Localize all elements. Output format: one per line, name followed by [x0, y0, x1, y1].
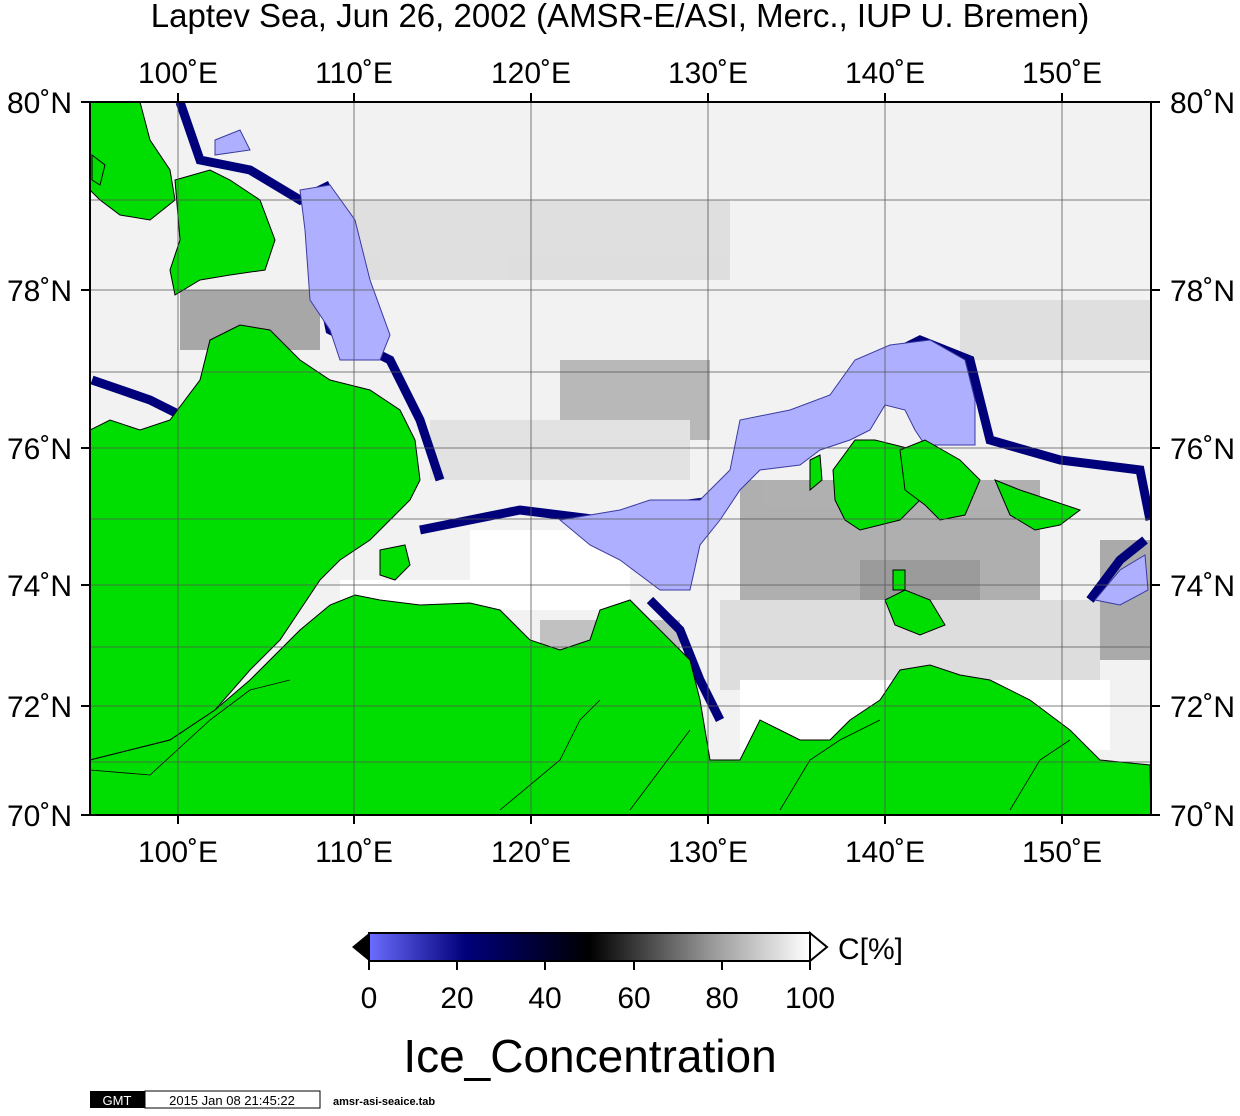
land — [90, 102, 1151, 815]
lat-label: 72˚N — [1170, 691, 1235, 724]
land-borders — [90, 679, 1071, 811]
map-area — [90, 102, 1151, 815]
lon-label: 110˚E — [315, 836, 393, 869]
lon-label: 150˚E — [1022, 57, 1102, 90]
lat-label: 76˚N — [7, 433, 72, 466]
lat-label: 76˚N — [1170, 433, 1235, 466]
lon-label: 120˚E — [491, 57, 571, 90]
colorbar-tick-label: 60 — [617, 982, 650, 1015]
lat-label: 72˚N — [7, 691, 72, 724]
lon-label: 140˚E — [845, 836, 925, 869]
lon-label: 130˚E — [668, 57, 748, 90]
lon-label: 150˚E — [1022, 836, 1102, 869]
lon-label: 130˚E — [668, 836, 748, 869]
lon-label: 100˚E — [138, 836, 218, 869]
lat-label: 80˚N — [7, 87, 72, 120]
map-frame — [89, 101, 1152, 816]
lon-labels-top: 100˚E 110˚E 120˚E 130˚E 140˚E 150˚E — [138, 57, 1102, 90]
colorbar-tick-label: 40 — [528, 982, 561, 1015]
colorbar-tick-label: 100 — [785, 982, 835, 1015]
lat-labels-left: 80˚N 78˚N 76˚N 74˚N 72˚N 70˚N — [7, 87, 72, 833]
source-filename: amsr-asi-seaice.tab — [333, 1096, 435, 1108]
timestamp-box — [144, 1090, 321, 1109]
lon-label: 140˚E — [845, 57, 925, 90]
timestamp: 2015 Jan 08 21:45:22 — [169, 1093, 295, 1108]
lat-label: 80˚N — [1170, 87, 1235, 120]
lat-labels-right: 80˚N 78˚N 76˚N 74˚N 72˚N 70˚N — [1170, 87, 1235, 833]
map-title: Laptev Sea, Jun 26, 2002 (AMSR-E/ASI, Me… — [151, 0, 1089, 34]
footer: GMT 2015 Jan 08 21:45:22 amsr-asi-seaice… — [90, 1090, 435, 1109]
colorbar-over-triangle — [809, 930, 829, 964]
lon-labels-bottom: 100˚E 110˚E 120˚E 130˚E 140˚E 150˚E — [138, 836, 1102, 869]
lat-label: 78˚N — [1170, 275, 1235, 308]
gmt-logo — [90, 1091, 145, 1108]
gmt-logo-text: GMT — [103, 1093, 132, 1108]
open-water — [214, 129, 1149, 606]
lon-label: 110˚E — [315, 57, 393, 90]
colorbar-under-triangle — [352, 933, 369, 961]
lat-label: 70˚N — [7, 800, 72, 833]
colorbar-unit: C[%] — [838, 933, 903, 966]
lon-label: 120˚E — [491, 836, 571, 869]
colorbar: C[%] 0 20 40 60 80 100 Ice_Concentration — [352, 930, 903, 1082]
lat-label: 78˚N — [7, 275, 72, 308]
ice-texture — [180, 200, 1150, 690]
lat-label: 74˚N — [1170, 570, 1235, 603]
colorbar-gradient — [368, 932, 811, 962]
colorbar-tick-label: 0 — [361, 982, 378, 1015]
colorbar-label: Ice_Concentration — [403, 1030, 776, 1082]
colorbar-tick-label: 80 — [705, 982, 738, 1015]
tick-marks — [81, 93, 1160, 824]
colorbar-tick-label: 20 — [440, 982, 473, 1015]
lat-label: 70˚N — [1170, 800, 1235, 833]
lat-label: 74˚N — [7, 570, 72, 603]
gridlines — [90, 102, 1151, 815]
lon-label: 100˚E — [138, 57, 218, 90]
